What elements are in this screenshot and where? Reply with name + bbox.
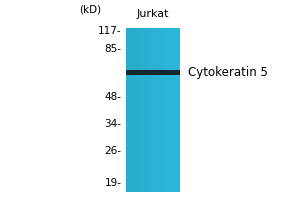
Text: 85-: 85- [104,44,122,54]
Text: Jurkat: Jurkat [137,9,169,19]
Text: 48-: 48- [104,92,122,102]
Text: 26-: 26- [104,146,122,156]
Text: (kD): (kD) [79,4,101,14]
Bar [126,70,180,75]
Text: 34-: 34- [104,119,122,129]
Text: 117-: 117- [98,26,122,36]
Text: 19-: 19- [104,178,122,188]
Text: Cytokeratin 5: Cytokeratin 5 [188,66,267,79]
